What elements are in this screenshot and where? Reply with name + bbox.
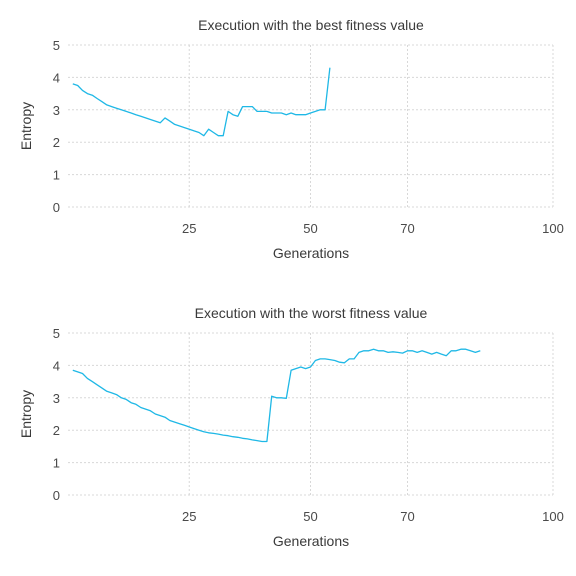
- chart-worst-fitness: Execution with the worst fitness value 0…: [18, 305, 564, 549]
- x-tick-label: 70: [400, 221, 414, 236]
- x-tick-label: 50: [303, 509, 317, 524]
- x-tick-label: 25: [182, 221, 196, 236]
- x-tick-label: 100: [542, 221, 564, 236]
- y-tick-label: 4: [53, 358, 60, 373]
- x-axis-label: Generations: [273, 245, 349, 261]
- series-line: [72, 348, 481, 443]
- y-tick-label: 4: [53, 70, 60, 85]
- chart-title: Execution with the best fitness value: [198, 17, 424, 33]
- x-tick-label: 50: [303, 221, 317, 236]
- y-axis-label: Entropy: [18, 102, 34, 150]
- y-tick-label: 2: [53, 135, 60, 150]
- y-tick-label: 0: [53, 200, 60, 215]
- chart-best-fitness: Execution with the best fitness value 0 1…: [18, 17, 564, 261]
- y-tick-label: 1: [53, 168, 60, 183]
- x-tick-label: 25: [182, 509, 196, 524]
- y-tick-label: 5: [53, 326, 60, 341]
- x-tick-label: 70: [400, 509, 414, 524]
- y-tick-label: 2: [53, 423, 60, 438]
- y-axis-label: Entropy: [18, 390, 34, 438]
- x-axis-label: Generations: [273, 533, 349, 549]
- y-tick-label: 3: [53, 103, 60, 118]
- y-tick-label: 0: [53, 488, 60, 503]
- series-line: [72, 67, 331, 137]
- y-tick-label: 3: [53, 391, 60, 406]
- y-tick-label: 1: [53, 456, 60, 471]
- chart-title: Execution with the worst fitness value: [195, 305, 428, 321]
- y-tick-label: 5: [53, 38, 60, 53]
- x-tick-label: 100: [542, 509, 564, 524]
